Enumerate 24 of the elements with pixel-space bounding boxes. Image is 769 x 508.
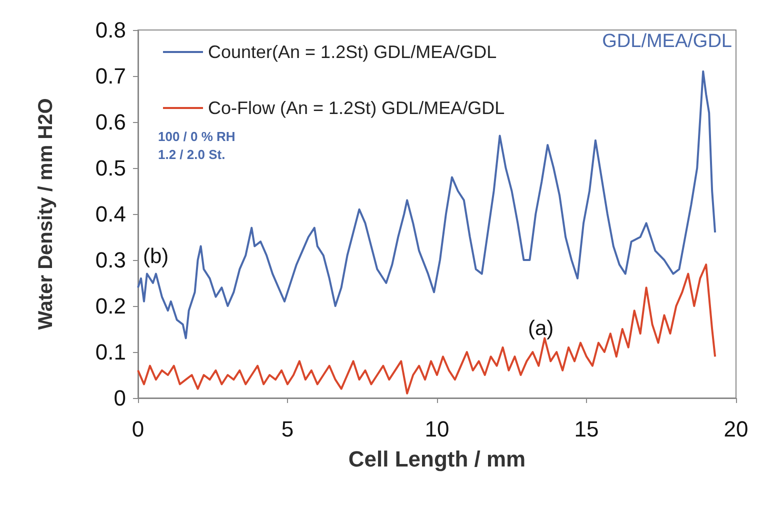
y-tick-label: 0.5 [95, 156, 126, 180]
annotation: 100 / 0 % RH [158, 129, 236, 144]
y-tick-label: 0.4 [95, 202, 126, 226]
y-tick-label: 0.1 [95, 340, 126, 364]
annotation: (a) [528, 317, 554, 340]
x-tick-label: 0 [132, 416, 144, 442]
annotation: 1.2 / 2.0 St. [158, 147, 226, 162]
line-series [137, 70, 716, 340]
y-tick-label: 0.2 [95, 294, 126, 318]
y-tick-label: 0.8 [95, 18, 126, 42]
y-tick-label: 0.3 [95, 248, 126, 272]
y-axis-title: Water Density / mm H2O [35, 98, 57, 330]
legend-label: Co-Flow (An = 1.2St) GDL/MEA/GDL [208, 98, 505, 118]
x-tick-label: 20 [724, 416, 748, 442]
y-tick-label: 0 [114, 386, 126, 410]
y-tick-label: 0.7 [95, 64, 126, 88]
annotation: GDL/MEA/GDL [602, 31, 732, 52]
y-tick-label: 0.6 [95, 110, 126, 134]
x-tick-label: 5 [281, 416, 294, 442]
x-tick-label: 15 [574, 416, 599, 442]
annotation: (b) [143, 245, 169, 268]
x-axis-title: Cell Length / mm [348, 446, 526, 472]
legend-label: Counter(An = 1.2St) GDL/MEA/GDL [208, 42, 497, 62]
x-tick-label: 10 [424, 416, 450, 442]
